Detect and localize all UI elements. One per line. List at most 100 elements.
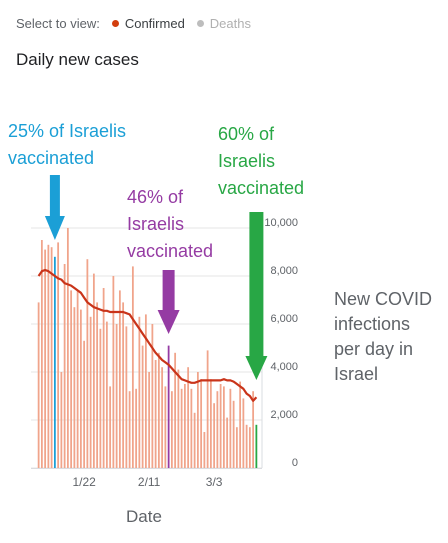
confirmed-label: Confirmed (124, 16, 185, 31)
annotation-25-line-1: 25% of Israelis (8, 121, 127, 141)
y-tick-label: 0 (292, 457, 298, 469)
bar (245, 424, 248, 468)
bar (76, 290, 79, 468)
bar (131, 266, 134, 468)
side-caption: New COVID infections per day in Israel (334, 287, 432, 387)
bar (229, 388, 232, 468)
annotation-46-line-3: vaccinated (127, 241, 214, 261)
x-tick-label: 1/22 (72, 475, 96, 489)
bar (252, 391, 255, 468)
x-tick-label: 3/3 (206, 475, 223, 489)
bar (47, 244, 50, 468)
bar (138, 316, 141, 468)
bar (180, 388, 183, 468)
confirmed-option[interactable]: Confirmed (111, 16, 185, 31)
bar (118, 290, 121, 468)
bar (255, 424, 258, 468)
annotation-25-line-2: vaccinated (8, 148, 95, 168)
bar (200, 379, 203, 468)
view-selector: Select to view: Confirmed Deaths (16, 16, 251, 31)
bar (89, 316, 92, 468)
annotation-25-percent: 25% of Israelis vaccinated (8, 118, 126, 172)
deaths-label: Deaths (209, 16, 251, 31)
bar (37, 302, 40, 468)
bar (193, 412, 196, 468)
bar (109, 386, 112, 468)
bar (206, 350, 209, 468)
x-axis-title: Date (126, 507, 162, 526)
bar (239, 381, 242, 468)
bar (128, 391, 131, 468)
bar (44, 249, 47, 468)
bar (213, 403, 216, 468)
side-caption-line-1: New COVID (334, 289, 433, 309)
bar (148, 372, 151, 468)
bar (125, 326, 128, 468)
y-tick-label: 4,000 (270, 361, 298, 373)
y-tick-label: 10,000 (264, 217, 298, 229)
annotation-46-line-1: 46% of (127, 187, 184, 207)
bar (50, 247, 53, 468)
bar (167, 345, 170, 468)
bar (135, 388, 138, 468)
annotation-60-line-3: vaccinated (218, 178, 305, 198)
annotation-60-percent: 60% of Israelis vaccinated (218, 121, 304, 202)
bar (183, 384, 186, 468)
y-tick-label: 2,000 (270, 409, 298, 421)
bar (144, 314, 147, 468)
deaths-option[interactable]: Deaths (196, 16, 251, 31)
deaths-dot-icon (196, 20, 204, 27)
chart-title: Daily new cases (16, 50, 139, 69)
annotation-arrow (157, 270, 180, 334)
annotation-arrow (44, 175, 65, 240)
bar (83, 340, 86, 468)
bar (170, 391, 173, 468)
bar (92, 273, 95, 468)
bar (60, 372, 63, 468)
bar (203, 432, 206, 468)
bar (226, 417, 229, 468)
side-caption-line-2: infections (334, 314, 411, 334)
bar (242, 398, 245, 468)
bar (73, 307, 76, 468)
bar (141, 345, 144, 468)
bar (86, 259, 89, 468)
bar (174, 352, 177, 468)
annotation-60-line-1: 60% of (218, 124, 275, 144)
annotation-60-line-2: Israelis (218, 151, 276, 171)
bar (96, 302, 99, 468)
bar (232, 400, 235, 468)
bar (222, 386, 225, 468)
bar (102, 288, 105, 468)
bar (219, 384, 222, 468)
bar (70, 290, 73, 468)
bar (216, 391, 219, 468)
bar (40, 240, 43, 468)
bar (63, 264, 66, 468)
x-tick-label: 2/11 (138, 475, 161, 489)
bar (157, 352, 160, 468)
y-tick-label: 6,000 (270, 313, 298, 325)
selector-prompt: Select to view: (16, 16, 100, 31)
bar (99, 328, 102, 468)
bar (235, 427, 238, 468)
bar (248, 427, 251, 468)
bar (164, 386, 167, 468)
confirmed-dot-icon (111, 20, 119, 27)
bar (122, 302, 125, 468)
bar (209, 379, 212, 468)
bar (196, 372, 199, 468)
bar (151, 324, 154, 468)
bar (57, 242, 60, 468)
side-caption-line-4: Israel (334, 364, 379, 384)
bar (112, 276, 115, 468)
bar (190, 388, 193, 468)
y-tick-label: 8,000 (270, 265, 298, 277)
annotation-arrow (245, 212, 268, 380)
bar (79, 309, 82, 468)
bar (66, 228, 69, 468)
side-caption-line-3: per day in (334, 339, 414, 359)
bar (177, 369, 180, 468)
bar (105, 321, 108, 468)
